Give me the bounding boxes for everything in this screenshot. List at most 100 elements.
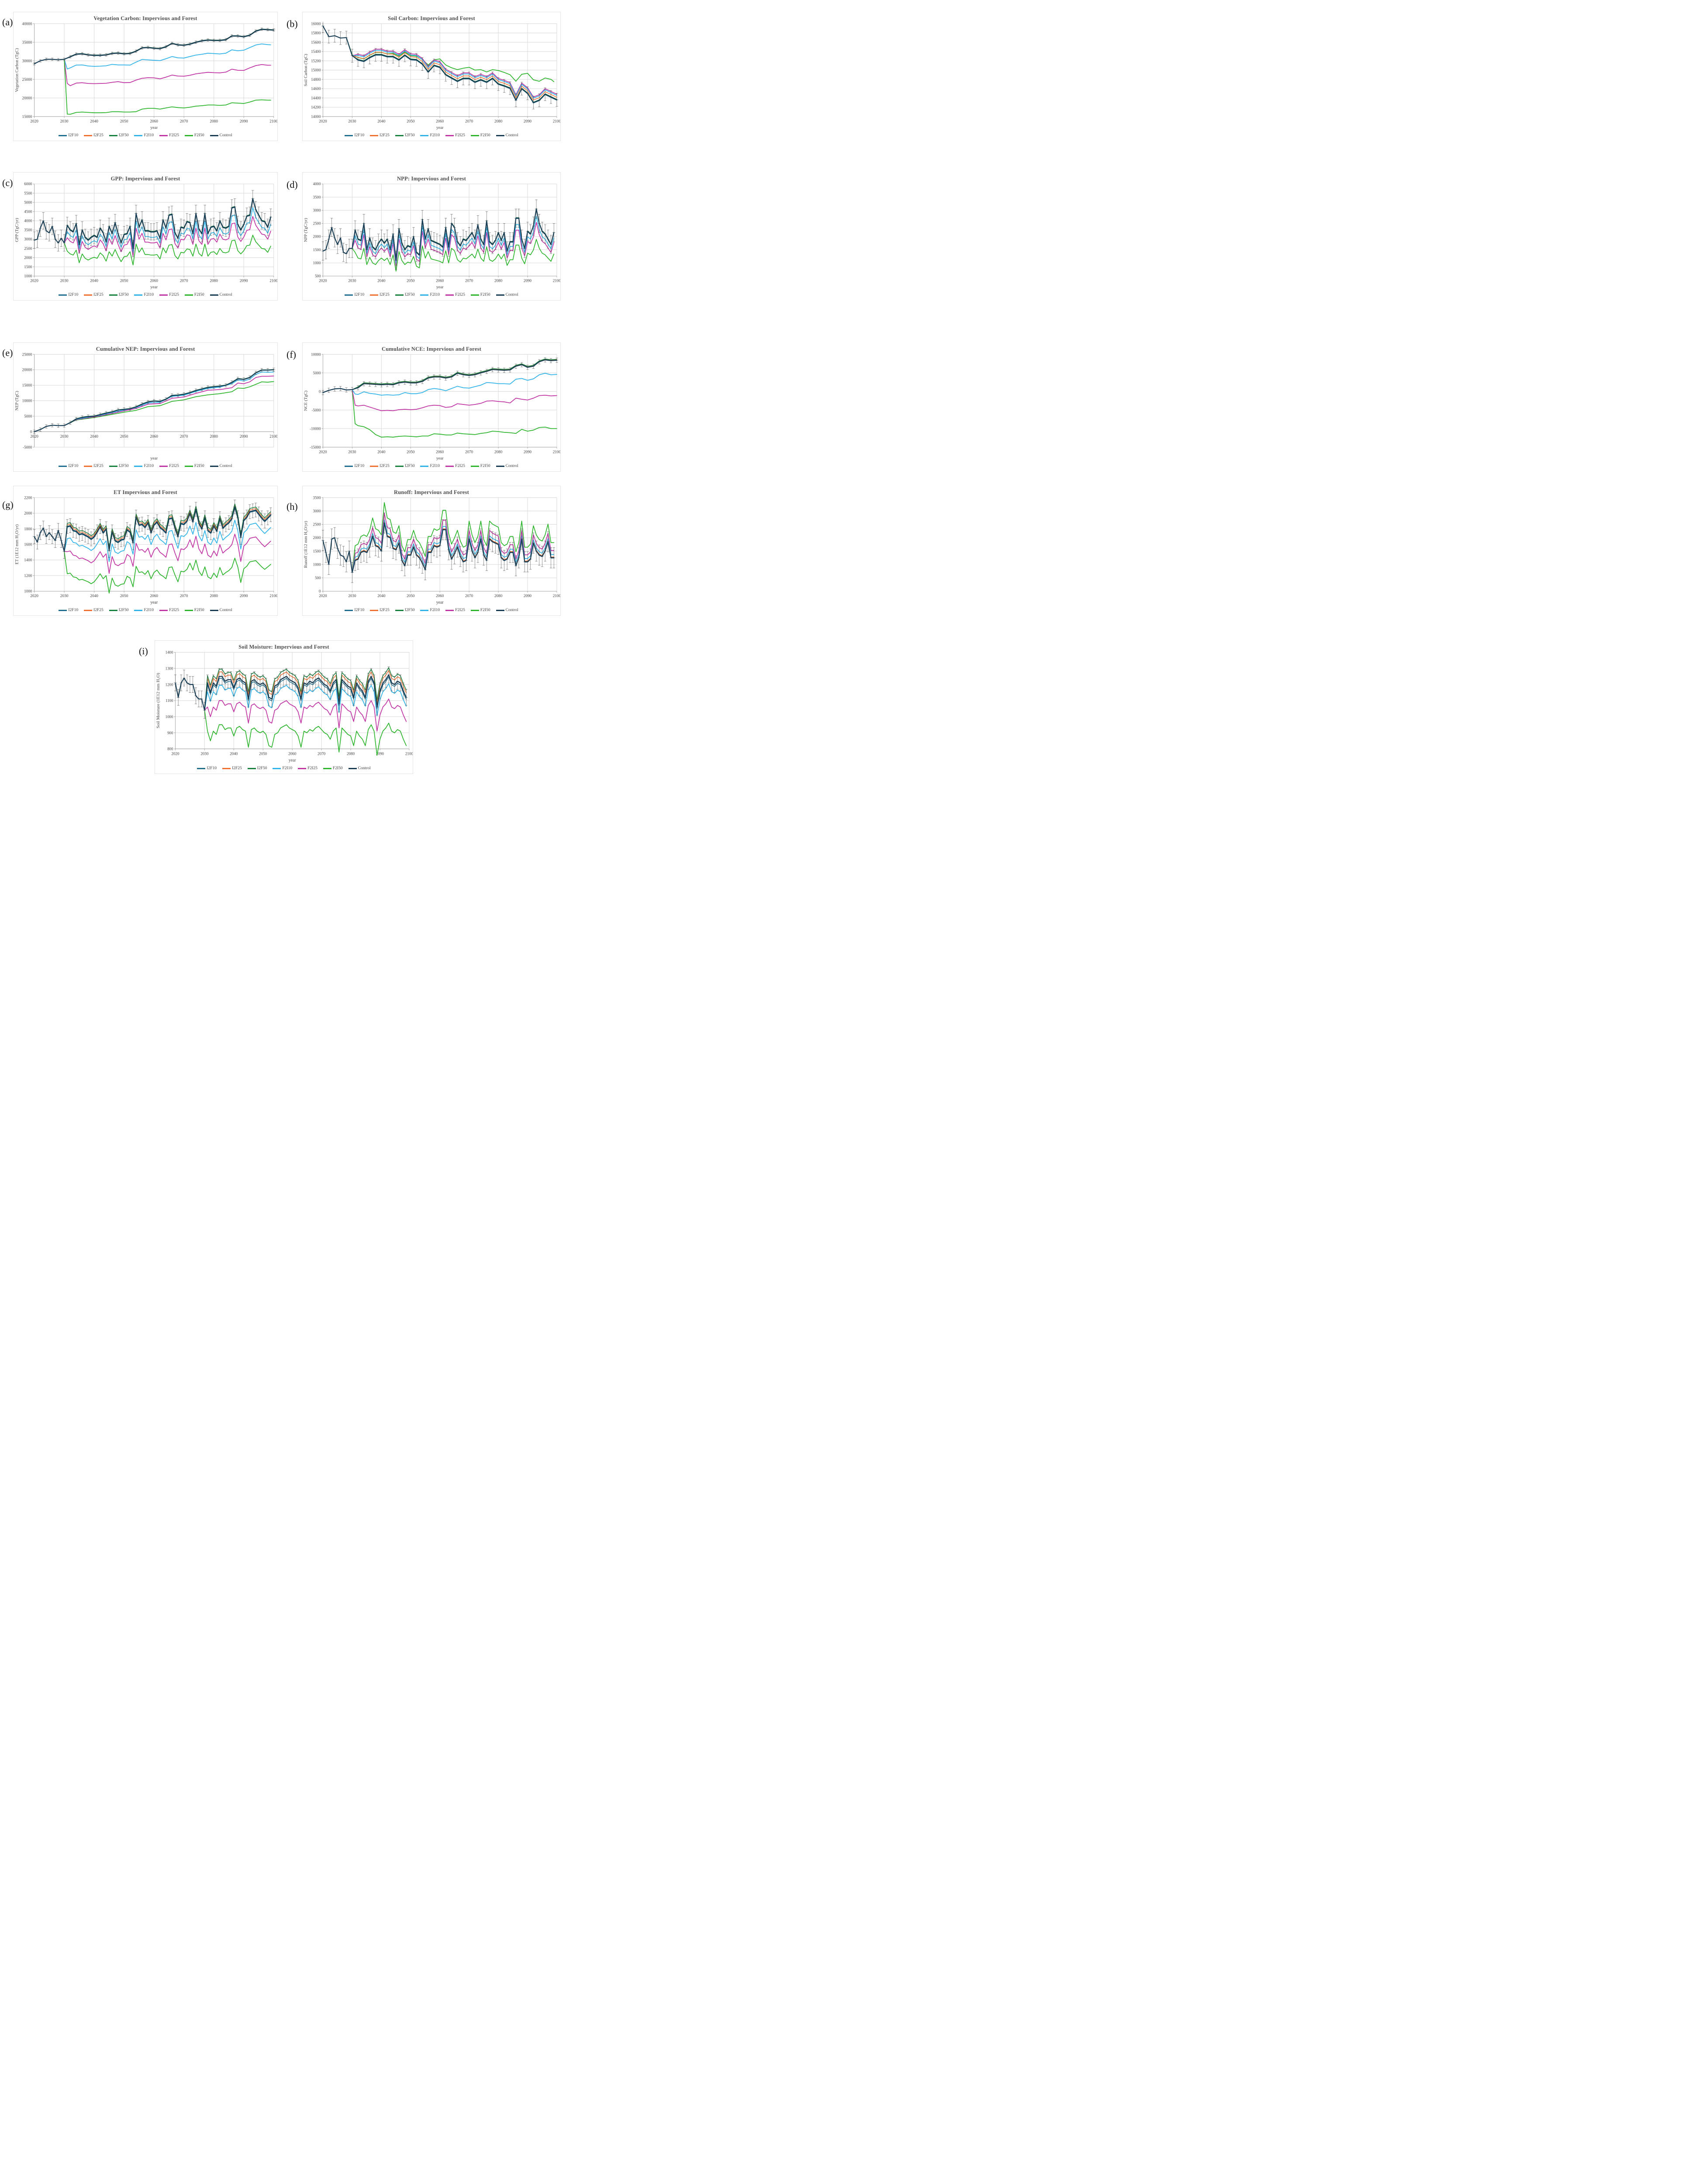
svg-text:500: 500 xyxy=(315,274,321,278)
legend-item-F2I50: F2I50 xyxy=(470,133,490,138)
legend-label: F2I10 xyxy=(144,608,154,612)
series-line-F2I50 xyxy=(64,551,271,594)
svg-text:2040: 2040 xyxy=(90,435,98,439)
svg-text:1200: 1200 xyxy=(24,574,32,578)
legend-item-F2I25: F2I25 xyxy=(445,608,465,612)
svg-text:1000: 1000 xyxy=(166,715,173,719)
legend-swatch-I2F25 xyxy=(84,609,93,611)
panel-letter-b: (b) xyxy=(286,18,298,29)
plot-area: 0 500 1000 1500 2000 2500 3000 3500 2020 2030 2040… xyxy=(303,496,560,605)
legend-swatch-F2I10 xyxy=(134,294,143,296)
legend-item-F2I25: F2I25 xyxy=(445,464,465,468)
svg-text:35000: 35000 xyxy=(22,40,32,45)
legend-label: I2F25 xyxy=(380,608,390,612)
series-line-I2F50 xyxy=(352,359,557,390)
legend-swatch-I2F50 xyxy=(109,609,117,611)
legend-item-F2I10: F2I10 xyxy=(420,608,440,612)
legend-swatch-Control xyxy=(210,294,218,296)
legend-label: I2F10 xyxy=(354,464,365,468)
svg-text:2070: 2070 xyxy=(318,752,325,756)
svg-text:2100: 2100 xyxy=(269,119,277,124)
legend-label: F2I25 xyxy=(455,133,465,138)
svg-text:2090: 2090 xyxy=(240,594,248,598)
legend-label: I2F10 xyxy=(68,133,79,138)
legend-label: F2I50 xyxy=(480,608,490,612)
legend-label: I2F10 xyxy=(354,133,365,138)
svg-text:2100: 2100 xyxy=(553,278,560,283)
plot-area: 500 1000 1500 2000 2500 3000 3500 4000 2020 2030 2… xyxy=(303,182,560,290)
chart-vegetation-carbon: Vegetation Carbon: Impervious and Forest… xyxy=(13,12,278,141)
svg-text:-15000: -15000 xyxy=(310,445,321,449)
series-line-F2I50 xyxy=(352,502,555,573)
legend-swatch-F2I50 xyxy=(470,135,479,136)
legend-item-I2F50: I2F50 xyxy=(109,133,128,138)
svg-text:4500: 4500 xyxy=(24,209,32,214)
svg-text:2070: 2070 xyxy=(465,278,473,283)
svg-text:2080: 2080 xyxy=(494,119,503,123)
series-line-I2F50 xyxy=(204,667,407,711)
legend-item-I2F25: I2F25 xyxy=(84,464,104,468)
legend-item-I2F25: I2F25 xyxy=(84,608,104,612)
legend-item-F2I10: F2I10 xyxy=(420,464,440,468)
svg-text:1400: 1400 xyxy=(24,558,32,562)
legend-item-F2I50: F2I50 xyxy=(470,608,490,612)
plot-area: 800 900 1000 1100 1200 1300 1400 2020 2030 2040 20… xyxy=(155,650,413,763)
plot-svg: -15000 -10000 -5000 0 5000 10000 2020 2030 2040 2… xyxy=(304,352,560,461)
legend-item-I2F10: I2F10 xyxy=(59,464,78,468)
legend-label: I2F50 xyxy=(404,464,415,468)
legend-item-I2F10: I2F10 xyxy=(59,608,78,612)
svg-text:15200: 15200 xyxy=(311,59,321,63)
svg-text:2080: 2080 xyxy=(494,278,503,283)
x-axis-title: year xyxy=(436,285,444,290)
legend-swatch-I2F50 xyxy=(109,465,117,467)
series-line-Control xyxy=(322,208,555,261)
legend-item-F2I10: F2I10 xyxy=(134,133,154,138)
series-line-F2I50 xyxy=(352,238,555,272)
svg-text:2500: 2500 xyxy=(313,221,321,226)
svg-text:1800: 1800 xyxy=(24,527,32,531)
svg-text:15000: 15000 xyxy=(22,114,32,119)
svg-text:2100: 2100 xyxy=(269,435,277,439)
legend-swatch-Control xyxy=(348,767,357,769)
legend-swatch-I2F10 xyxy=(345,609,353,611)
svg-text:2100: 2100 xyxy=(553,119,560,123)
legend-item-I2F10: I2F10 xyxy=(345,133,364,138)
svg-text:1300: 1300 xyxy=(166,666,173,670)
series-line-F2I25 xyxy=(64,533,271,574)
chart-legend: I2F10 I2F25 I2F50 F2I10 F2I25 F2I50 Control xyxy=(14,461,277,471)
panel-letter-d: (d) xyxy=(286,179,298,190)
legend-swatch-Control xyxy=(210,465,218,467)
legend-item-I2F50: I2F50 xyxy=(395,464,415,468)
svg-text:2040: 2040 xyxy=(377,449,386,454)
svg-text:3000: 3000 xyxy=(313,208,321,212)
series-line-I2F50 xyxy=(64,503,271,552)
svg-text:3000: 3000 xyxy=(24,237,32,242)
svg-text:10000: 10000 xyxy=(311,352,321,356)
legend-item-F2I50: F2I50 xyxy=(184,133,204,138)
svg-text:2090: 2090 xyxy=(524,119,532,123)
legend-item-I2F50: I2F50 xyxy=(395,133,414,138)
svg-text:1400: 1400 xyxy=(166,650,173,655)
svg-text:15000: 15000 xyxy=(311,68,321,72)
series-line-Control xyxy=(34,506,271,552)
svg-text:2080: 2080 xyxy=(210,594,218,598)
svg-text:-5000: -5000 xyxy=(312,408,321,412)
legend-item-Control: Control xyxy=(496,608,518,612)
legend-label: I2F50 xyxy=(118,293,129,297)
svg-text:2020: 2020 xyxy=(319,449,327,454)
legend-label: I2F10 xyxy=(354,293,365,297)
legend-label: F2I25 xyxy=(169,608,179,612)
legend-item-I2F50: I2F50 xyxy=(109,464,128,468)
legend-swatch-I2F10 xyxy=(59,609,67,611)
legend-label: F2I25 xyxy=(169,133,179,138)
legend-label: I2F25 xyxy=(93,464,104,468)
panel-letter-f: (f) xyxy=(286,349,296,360)
chart-soil-moisture: Soil Moisture: Impervious and Forest 800… xyxy=(155,640,413,774)
svg-text:2090: 2090 xyxy=(240,435,248,439)
legend-item-Control: Control xyxy=(210,133,232,138)
svg-text:14800: 14800 xyxy=(311,77,321,82)
x-axis-title: year xyxy=(289,758,296,763)
svg-text:1500: 1500 xyxy=(313,248,321,252)
plot-svg: -5000 0 5000 10000 15000 20000 25000 2020 2030 20… xyxy=(14,352,277,461)
svg-text:2080: 2080 xyxy=(210,279,218,283)
